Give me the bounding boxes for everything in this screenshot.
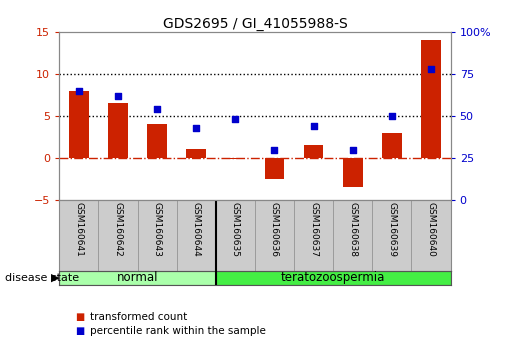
Text: transformed count: transformed count: [90, 312, 187, 322]
Point: [388, 113, 396, 119]
Bar: [69, 91, 89, 158]
Text: GSM160639: GSM160639: [387, 202, 397, 257]
Text: GSM160644: GSM160644: [192, 202, 201, 257]
Bar: [265, 158, 284, 179]
Title: GDS2695 / GI_41055988-S: GDS2695 / GI_41055988-S: [163, 17, 347, 31]
Point: [192, 125, 200, 131]
Text: percentile rank within the sample: percentile rank within the sample: [90, 326, 266, 336]
Text: teratozoospermia: teratozoospermia: [281, 272, 385, 284]
Point: [231, 116, 239, 122]
Text: GSM160636: GSM160636: [270, 202, 279, 257]
Bar: [421, 40, 441, 158]
Bar: [216, 271, 451, 285]
Point: [349, 147, 357, 152]
Text: GSM160643: GSM160643: [152, 202, 162, 257]
Point: [270, 147, 279, 152]
Bar: [108, 103, 128, 158]
Bar: [147, 124, 167, 158]
Point: [427, 66, 435, 72]
Text: ■: ■: [75, 326, 84, 336]
Text: GSM160637: GSM160637: [309, 202, 318, 257]
Text: disease state: disease state: [5, 273, 79, 283]
Point: [114, 93, 122, 98]
Bar: [59, 271, 216, 285]
Bar: [226, 158, 245, 159]
Bar: [343, 158, 363, 187]
Text: GSM160635: GSM160635: [231, 202, 240, 257]
Text: GSM160640: GSM160640: [426, 202, 436, 257]
Text: GSM160638: GSM160638: [348, 202, 357, 257]
Point: [153, 106, 161, 112]
Text: normal: normal: [117, 272, 158, 284]
Text: ■: ■: [75, 312, 84, 322]
Bar: [382, 133, 402, 158]
Point: [310, 123, 318, 129]
Text: GSM160642: GSM160642: [113, 202, 123, 257]
Bar: [186, 149, 206, 158]
Text: ▶: ▶: [52, 273, 60, 283]
Bar: [304, 145, 323, 158]
Point: [75, 88, 83, 93]
Text: GSM160641: GSM160641: [74, 202, 83, 257]
